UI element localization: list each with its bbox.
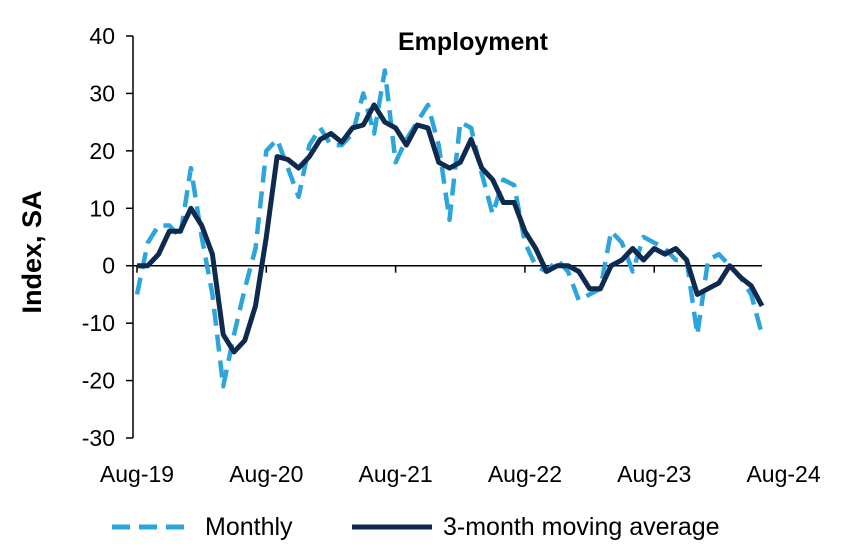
legend-label-moving-average: 3-month moving average bbox=[443, 513, 720, 541]
chart-title: Employment bbox=[398, 28, 549, 56]
x-tick-label: Aug-19 bbox=[100, 461, 174, 487]
x-tick-label: Aug-20 bbox=[229, 461, 303, 487]
x-tick-label: Aug-21 bbox=[359, 461, 433, 487]
series-line-moving-average bbox=[137, 102, 765, 355]
series-line-monthly bbox=[134, 68, 765, 389]
y-tick-label: -30 bbox=[82, 425, 115, 451]
series-layer bbox=[134, 68, 765, 389]
y-tick-label: 10 bbox=[89, 195, 115, 221]
y-tick-label: 20 bbox=[89, 138, 115, 164]
y-tick-label: -20 bbox=[82, 368, 115, 394]
legend-label-monthly: Monthly bbox=[205, 513, 293, 541]
x-tick-label: Aug-23 bbox=[617, 461, 691, 487]
legend: Monthly 3-month moving average bbox=[112, 513, 720, 541]
y-tick-label: 0 bbox=[102, 253, 115, 279]
x-tick-label: Aug-22 bbox=[488, 461, 562, 487]
y-tick-label: 40 bbox=[89, 23, 115, 49]
y-tick-label: 30 bbox=[89, 80, 115, 106]
axes: 40 30 20 10 0 -10 -20 -30 Aug-19 Aug-20 Aug-21 Aug-… bbox=[82, 23, 821, 487]
x-tick-label: Aug-24 bbox=[746, 461, 820, 487]
y-tick-label: -10 bbox=[82, 310, 115, 336]
y-axis-label: Index, SA bbox=[17, 190, 47, 313]
